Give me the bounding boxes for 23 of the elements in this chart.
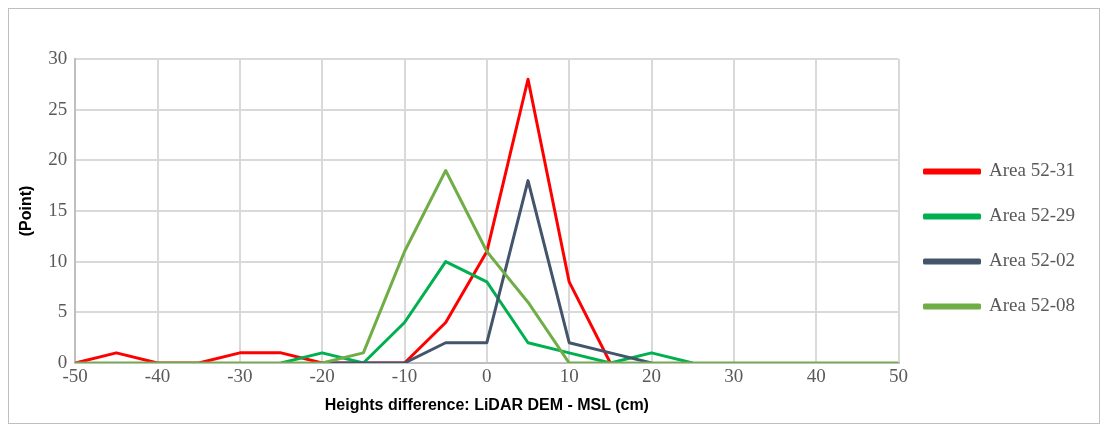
legend-label: Area 52-02 xyxy=(989,249,1076,271)
x-tick-label: -30 xyxy=(227,365,253,387)
y-tick-label: 10 xyxy=(48,249,68,271)
legend-label: Area 52-29 xyxy=(989,204,1076,226)
x-tick-label: 10 xyxy=(559,365,579,387)
x-tick-label: -20 xyxy=(309,365,335,387)
legend-label: Area 52-08 xyxy=(989,294,1076,316)
x-axis-title: Heights difference: LiDAR DEM - MSL (cm) xyxy=(324,395,649,413)
legend-label: Area 52-31 xyxy=(989,159,1076,181)
y-tick-label: 5 xyxy=(57,300,68,322)
x-tick-label: 0 xyxy=(482,365,492,387)
x-tick-label: 20 xyxy=(642,365,662,387)
y-tick-label: 0 xyxy=(57,350,68,372)
y-tick-label: 20 xyxy=(48,148,68,170)
x-tick-label: 50 xyxy=(889,365,909,387)
y-tick-label: 25 xyxy=(48,97,68,119)
x-tick-label: 40 xyxy=(806,365,826,387)
x-tick-label: -10 xyxy=(391,365,418,387)
y-tick-label: 30 xyxy=(48,46,68,68)
y-axis-title: (Point) xyxy=(17,185,35,237)
x-tick-label: 30 xyxy=(724,365,744,387)
y-tick-label: 15 xyxy=(48,198,68,220)
x-tick-label: -40 xyxy=(144,365,171,387)
